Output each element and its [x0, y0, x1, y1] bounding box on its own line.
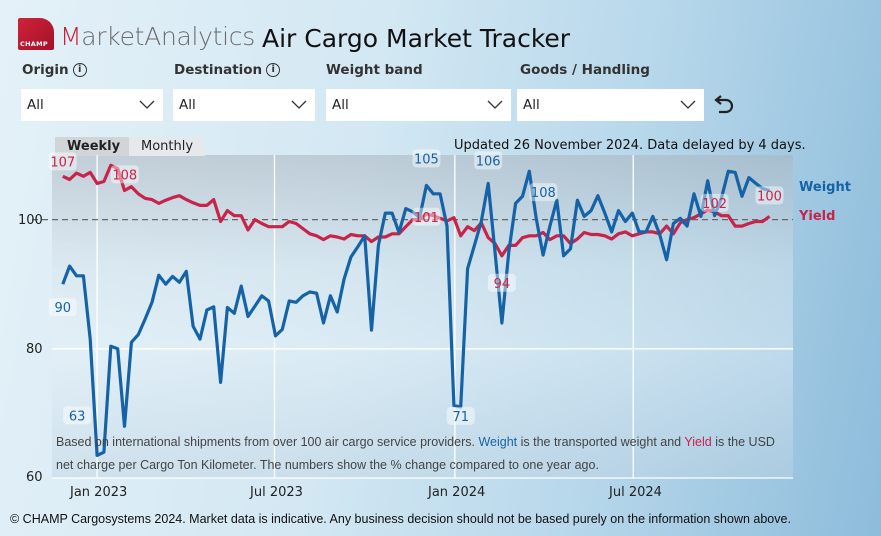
data-label: 102	[702, 197, 727, 212]
tab-monthly[interactable]: Monthly	[129, 137, 205, 156]
note-weight: Weight	[478, 435, 518, 449]
champ-logo: CHAMP	[18, 18, 54, 50]
data-label-bg	[755, 186, 784, 205]
data-label: 108	[112, 168, 137, 183]
goods-handling-dropdown[interactable]: All	[517, 89, 704, 121]
data-label-bg	[48, 152, 77, 171]
data-label: 106	[476, 154, 501, 169]
data-label: 107	[50, 155, 75, 170]
y-tick-label: 80	[26, 342, 43, 357]
footer-disclaimer: © CHAMP Cargosystems 2024. Market data i…	[10, 512, 791, 526]
logo-text: CHAMP	[20, 40, 48, 48]
origin-dropdown[interactable]: All	[21, 89, 163, 121]
weight-band-dropdown[interactable]: All	[326, 89, 511, 121]
origin-value: All	[27, 97, 44, 113]
legend-yield[interactable]: Yield	[799, 209, 836, 224]
weight-band-value: All	[332, 97, 349, 113]
data-label: 71	[452, 410, 469, 425]
data-label-bg	[110, 165, 139, 184]
chevron-down-icon	[291, 100, 307, 109]
brand-rest: arketAnalytics	[81, 22, 255, 51]
destination-label: Destination i	[174, 62, 281, 78]
brand-name: MarketAnalytics	[60, 22, 255, 51]
x-tick-label: Jul 2023	[250, 485, 303, 500]
note-yield: Yield	[684, 435, 712, 449]
note-text: Based on international shipments from ov…	[56, 435, 479, 449]
data-label-bg	[474, 151, 503, 170]
info-icon[interactable]: i	[72, 63, 87, 77]
data-label: 90	[55, 301, 72, 316]
updated-status: Updated 26 November 2024. Data delayed b…	[454, 138, 806, 153]
note-text: is the transported weight and	[517, 435, 685, 449]
x-tick-label: Jul 2024	[609, 485, 662, 500]
y-tick-label: 60	[26, 470, 43, 485]
destination-value: All	[179, 97, 196, 113]
destination-dropdown[interactable]: All	[173, 89, 315, 121]
undo-arrow-icon[interactable]	[711, 95, 735, 117]
note-text: is the USD net charge per Cargo Ton Kilo…	[56, 435, 775, 472]
data-label: 105	[414, 152, 439, 167]
data-label: 100	[757, 189, 782, 204]
series-line-yield	[62, 163, 771, 258]
page-title: Air Cargo Market Tracker	[262, 24, 571, 53]
chevron-down-icon	[680, 100, 696, 109]
origin-label-text: Origin	[22, 62, 69, 78]
data-label: 94	[494, 277, 511, 292]
data-label-bg	[63, 406, 92, 425]
legend-weight[interactable]: Weight	[799, 180, 851, 195]
data-label-bg	[48, 298, 77, 317]
data-label: 101	[414, 211, 439, 226]
data-label-bg	[412, 149, 441, 168]
brand-m: M	[60, 22, 82, 51]
data-label-bg	[446, 406, 475, 425]
chevron-down-icon	[487, 100, 503, 109]
goods-handling-value: All	[523, 97, 540, 113]
goods-handling-label: Goods / Handling	[520, 62, 650, 78]
data-label: 63	[69, 409, 86, 424]
tab-weekly[interactable]: Weekly	[55, 137, 129, 156]
data-label-bg	[412, 207, 441, 226]
data-label: 108	[531, 186, 556, 201]
x-tick-label: Jan 2023	[70, 485, 128, 500]
chart-note: Based on international shipments from ov…	[56, 431, 791, 477]
chevron-down-icon	[139, 100, 155, 109]
origin-label: Origin i	[22, 62, 87, 78]
info-icon[interactable]: i	[266, 63, 281, 77]
series-line-weight	[61, 169, 770, 457]
data-label-bg	[700, 193, 729, 212]
x-tick-label: Jan 2024	[428, 485, 486, 500]
y-tick-label: 100	[18, 213, 43, 228]
destination-label-text: Destination	[174, 62, 263, 78]
data-label-bg	[487, 273, 516, 292]
data-label-bg	[529, 183, 558, 202]
weight-band-label: Weight band	[326, 62, 423, 78]
